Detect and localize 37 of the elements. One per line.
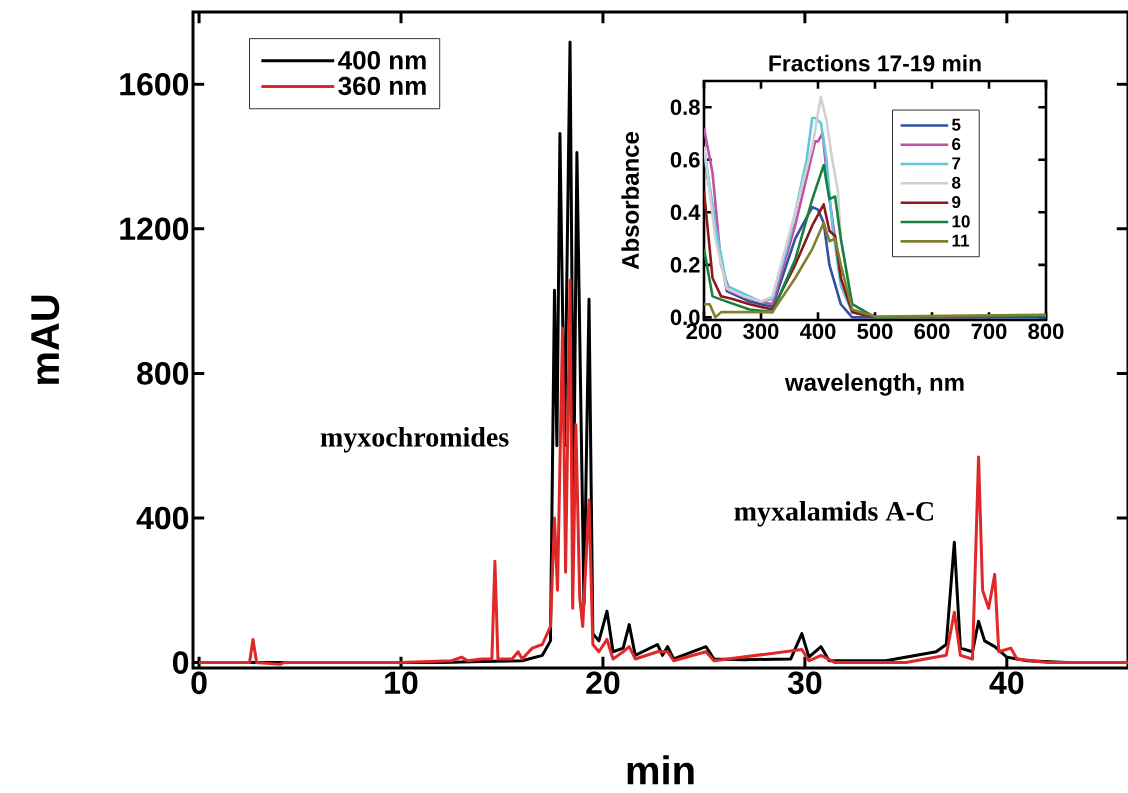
x-tick-label: 600 bbox=[914, 323, 950, 340]
x-tick-label: 800 bbox=[1028, 323, 1064, 340]
x-tick-label: 500 bbox=[857, 323, 893, 340]
legend-label: 11 bbox=[952, 234, 969, 247]
x-tick-label: 30 bbox=[787, 671, 822, 695]
y-tick-label: 800 bbox=[137, 362, 189, 385]
legend-label: 6 bbox=[952, 138, 961, 151]
line-series bbox=[197, 278, 1128, 666]
y-tick-label: 0.8 bbox=[670, 99, 700, 116]
legend-label: 360 nm bbox=[338, 76, 426, 96]
x-tick-label: 700 bbox=[971, 323, 1007, 340]
legend-label: 5 bbox=[952, 118, 961, 131]
legend-label: 400 nm bbox=[338, 51, 426, 70]
y-tick-label: 0.2 bbox=[670, 257, 700, 273]
annotation: myxochromides bbox=[320, 426, 509, 453]
legend-label: 8 bbox=[952, 176, 961, 189]
y-tick-label: 0.4 bbox=[670, 204, 701, 221]
y-tick-label: 0 bbox=[172, 651, 189, 674]
x-axis-title: wavelength, nm bbox=[784, 373, 964, 396]
x-tick-label: 10 bbox=[385, 671, 418, 695]
legend-label: 9 bbox=[952, 196, 961, 209]
legend-label: 10 bbox=[952, 215, 970, 228]
legend-label: 7 bbox=[952, 157, 961, 170]
x-axis-title: min bbox=[627, 755, 694, 785]
y-axis-title: Absorbance bbox=[621, 131, 639, 270]
x-tick-label: 300 bbox=[743, 323, 779, 340]
chart-title: Fractions 17-19 min bbox=[769, 54, 981, 72]
annotation: myxalamids A-C bbox=[734, 501, 933, 527]
y-tick-label: 1200 bbox=[120, 217, 189, 241]
x-tick-label: 20 bbox=[586, 671, 620, 695]
x-tick-label: 400 bbox=[799, 323, 836, 340]
y-axis-title: mAU bbox=[31, 295, 60, 385]
y-tick-label: 0.6 bbox=[670, 151, 700, 168]
x-tick-label: 0 bbox=[191, 671, 207, 695]
y-tick-label: 400 bbox=[136, 506, 189, 530]
y-tick-label: 1600 bbox=[120, 72, 189, 96]
x-tick-label: 40 bbox=[989, 671, 1024, 695]
